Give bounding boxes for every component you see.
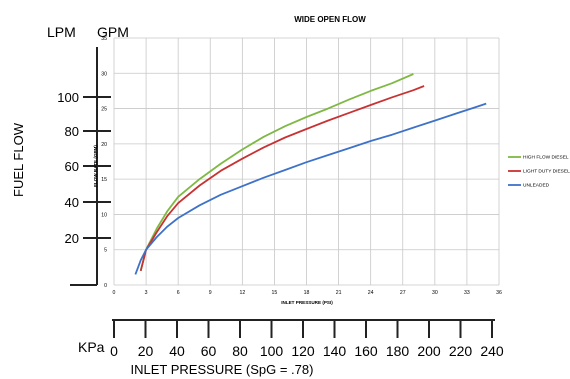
kpa-tick-label-0: 0 (110, 343, 118, 359)
kpa-tick-label-8: 160 (354, 343, 378, 359)
y-tick-label-0: 0 (104, 283, 107, 289)
y-tick-label-1: 5 (104, 248, 107, 254)
y-tick-label-6: 30 (101, 71, 107, 77)
kpa-tick-label-5: 100 (260, 343, 284, 359)
kpa-tick-label-4: 80 (232, 343, 248, 359)
lpm-tick-label-3: 40 (65, 195, 79, 210)
plot-grid (113, 37, 500, 286)
x-tick-label-5: 15 (272, 290, 278, 296)
fuel-flow-label: FUEL FLOW (11, 122, 26, 197)
kpa-tick-label-6: 120 (291, 343, 315, 359)
kpa-tick-label-1: 20 (138, 343, 154, 359)
x-tick-label-10: 30 (432, 290, 438, 296)
lpm-tick-label-0: 100 (57, 90, 79, 105)
kpa-tick-label-11: 220 (449, 343, 473, 359)
y-tick-label-3: 15 (101, 177, 107, 183)
kpa-ticks: 0 20 40 60 80 100 120 140 160 180 200 220 240 (110, 320, 504, 359)
x-tick-label-9: 27 (400, 290, 406, 296)
kpa-tick-label-12: 240 (480, 343, 504, 359)
lpm-tick-label-2: 60 (65, 159, 79, 174)
y-tick-label-4: 20 (101, 142, 107, 148)
x-tick-label-7: 21 (336, 290, 342, 296)
gpm-label: GPM (97, 24, 129, 40)
x-tick-label-3: 9 (209, 290, 212, 296)
legend-label-1: LIGHT DUTY DIESEL (523, 169, 570, 175)
x-tick-label-4: 12 (239, 290, 245, 296)
lpm-tick-label-4: 20 (65, 231, 79, 246)
legend-label-2: UNLEADED (523, 183, 550, 189)
legend: HIGH FLOW DIESEL LIGHT DUTY DIESEL UNLEADE… (508, 155, 570, 189)
lpm-tick-label-1: 80 (65, 124, 79, 139)
y-tick-label-5: 25 (101, 107, 107, 113)
kpa-tick-label-3: 60 (201, 343, 217, 359)
x-tick-label-0: 0 (113, 290, 116, 296)
kpa-tick-label-9: 180 (386, 343, 410, 359)
y-tick-label-7: 35 (101, 36, 107, 42)
x-tick-label-6: 18 (304, 290, 310, 296)
x-tick-label-11: 33 (464, 290, 470, 296)
series-line-1 (139, 85, 425, 272)
legend-label-0: HIGH FLOW DIESEL (523, 155, 569, 161)
x-tick-label-1: 3 (145, 290, 148, 296)
inlet-pressure-spg-label: INLET PRESSURE (SpG = .78) (131, 362, 314, 377)
kpa-label: KPa (78, 339, 105, 355)
series-line-2 (134, 102, 487, 275)
kpa-tick-label-10: 200 (417, 343, 441, 359)
x-tick-label-8: 24 (368, 290, 374, 296)
plot-lines (134, 73, 487, 275)
x-axis-label: INLET PRESSURE (PSI) (281, 300, 333, 305)
x-tick-label-12: 36 (496, 290, 502, 296)
chart-title: WIDE OPEN FLOW (294, 15, 366, 24)
x-tick-label-2: 6 (177, 290, 180, 296)
y-axis-label: FLOW RATE (GPM) (93, 145, 98, 187)
y-tick-label-2: 10 (101, 212, 107, 218)
series-line-0 (139, 73, 414, 272)
kpa-tick-label-2: 40 (169, 343, 185, 359)
lpm-label: LPM (47, 24, 76, 40)
kpa-tick-label-7: 140 (323, 343, 347, 359)
